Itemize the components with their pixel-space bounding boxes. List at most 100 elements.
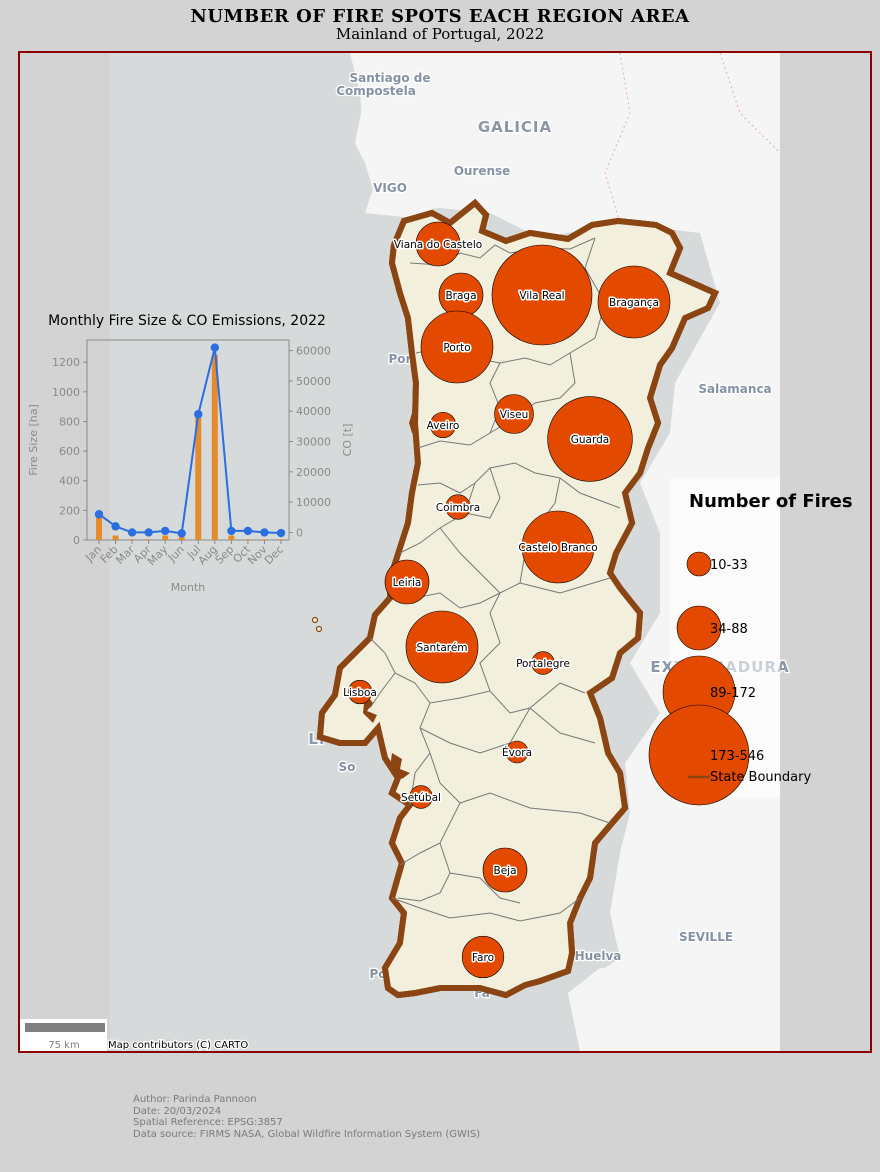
chart-y2-axis-label: CO [t] xyxy=(341,424,354,457)
chart-y-axis-label: Fire Size [ha] xyxy=(27,404,40,476)
spain-landmass xyxy=(350,53,780,1051)
fire-bubble[interactable] xyxy=(531,651,555,675)
fire-bubble[interactable] xyxy=(384,559,430,605)
legend: Number of Fires 10-33 34-88 89-172 173-5… xyxy=(648,478,853,806)
place-label: Santiago de xyxy=(350,71,431,85)
fire-size-bar xyxy=(278,539,284,540)
district-label: Beja xyxy=(493,865,516,877)
legend-symbol-xlarge xyxy=(648,704,750,806)
y2-tick-label: 10000 xyxy=(296,496,331,509)
footer-metadata: Author: Parinda Pannoon Date: 20/03/2024… xyxy=(133,1094,480,1141)
district-label: Viana do Castelo xyxy=(394,239,482,251)
fire-size-bar xyxy=(211,354,218,540)
inset-chart[interactable]: Monthly Fire Size & CO Emissions, 2022 0… xyxy=(27,313,354,594)
fire-bubble[interactable] xyxy=(409,785,433,809)
district-label: Coimbra xyxy=(436,502,480,514)
y2-tick-label: 0 xyxy=(296,526,303,539)
place-label: Huelva xyxy=(575,949,622,963)
district-label: Portalegre xyxy=(516,658,570,670)
chart-plot-area xyxy=(86,339,290,541)
scale-bar-fill xyxy=(25,1023,105,1032)
legend-label: 34-88 xyxy=(710,622,748,637)
place-label: GALICIA xyxy=(478,118,552,136)
co-emission-point xyxy=(276,528,286,538)
fire-bubble[interactable] xyxy=(482,847,528,893)
place-label: VIGO xyxy=(373,181,407,195)
y-tick-label: 1200 xyxy=(52,356,80,369)
district-label: Santarém xyxy=(416,642,467,654)
place-label: Salamanca xyxy=(698,382,771,396)
y2-tick-label: 50000 xyxy=(296,375,331,388)
fire-bubble[interactable] xyxy=(597,265,671,339)
fire-size-bar xyxy=(145,539,152,540)
map-canvas[interactable]: Santiago de Compostela GALICIA Ourense V… xyxy=(20,53,870,1051)
fire-size-bar xyxy=(129,539,136,540)
fire-bubble[interactable] xyxy=(347,679,373,705)
fire-bubble[interactable] xyxy=(491,244,593,346)
footer-date: Date: 20/03/2024 xyxy=(133,1105,222,1117)
co-emission-point xyxy=(177,529,186,538)
district-label: Aveiro xyxy=(427,420,460,432)
y-tick-label: 200 xyxy=(59,504,80,517)
co-emission-point xyxy=(210,343,220,352)
legend-label: 89-172 xyxy=(710,686,756,701)
footer-author: Author: Parinda Pannoon xyxy=(133,1094,257,1105)
co-emission-point xyxy=(227,526,236,536)
y-tick-label: 800 xyxy=(59,415,80,428)
y-tick-label: 0 xyxy=(73,534,80,547)
chart-title: Monthly Fire Size & CO Emissions, 2022 xyxy=(48,313,326,329)
fire-size-bar xyxy=(244,539,251,540)
fire-size-bar xyxy=(228,535,235,540)
y-tick-label: 600 xyxy=(59,445,80,458)
fire-size-bar xyxy=(261,539,268,540)
scale-bar: 75 km xyxy=(20,1019,107,1051)
fire-size-bar xyxy=(162,535,169,540)
district-label: Castelo Branco xyxy=(518,542,597,554)
fire-bubble[interactable] xyxy=(494,394,534,434)
legend-symbol-medium xyxy=(676,605,722,651)
fire-bubbles: Viana do Castelo Braga Vila Real Bragança Po… xyxy=(342,221,671,979)
berlengas-island xyxy=(315,625,323,633)
fire-bubble[interactable] xyxy=(405,610,479,684)
fire-bubble[interactable] xyxy=(445,494,471,520)
legend-title: Number of Fires xyxy=(689,491,853,512)
berlengas-island xyxy=(311,616,319,624)
district-label: Setúbal xyxy=(401,792,441,804)
fire-bubble[interactable] xyxy=(547,396,633,482)
district-label: Viseu xyxy=(500,409,528,421)
co-emission-point xyxy=(194,410,203,419)
y-tick-label: 400 xyxy=(59,475,80,488)
co-emission-point xyxy=(111,522,120,531)
footer-srs: Spatial Reference: EPSG:3857 xyxy=(133,1117,283,1129)
place-label: Ourense xyxy=(454,164,511,178)
fire-bubble[interactable] xyxy=(415,221,461,267)
map-frame[interactable]: Santiago de Compostela GALICIA Ourense V… xyxy=(18,51,872,1053)
fire-size-bar xyxy=(112,535,119,540)
district-label: Guarda xyxy=(571,434,609,446)
y2-tick-label: 20000 xyxy=(296,466,331,479)
district-label: Vila Real xyxy=(519,290,564,302)
fire-bubble[interactable] xyxy=(521,510,595,584)
footer-source: Data source: FIRMS NASA, Global Wildfire… xyxy=(133,1129,481,1141)
district-label: Évora xyxy=(502,746,532,759)
chart-x-axis-label: Month xyxy=(171,581,206,594)
co-emission-point xyxy=(144,528,153,537)
place-label: Compostela xyxy=(336,84,416,98)
galicia-coast xyxy=(350,53,440,218)
district-label: Bragança xyxy=(609,297,659,309)
co-emission-point xyxy=(260,528,269,537)
place-label: Por xyxy=(389,352,412,366)
fire-bubble[interactable] xyxy=(461,935,505,979)
place-label: So xyxy=(339,760,356,774)
left-margin xyxy=(20,53,110,1051)
y-tick-label: 1000 xyxy=(52,386,80,399)
fire-bubble[interactable] xyxy=(505,740,529,764)
co-emission-point xyxy=(160,526,170,536)
co-emission-point xyxy=(94,510,104,519)
fire-bubble[interactable] xyxy=(429,411,457,439)
legend-symbol-small xyxy=(686,551,712,577)
map-title: NUMBER OF FIRE SPOTS EACH REGION AREA xyxy=(190,6,690,27)
fire-bubble[interactable] xyxy=(420,310,494,384)
district-label: Leiria xyxy=(393,577,422,589)
district-label: Lisboa xyxy=(343,687,377,699)
